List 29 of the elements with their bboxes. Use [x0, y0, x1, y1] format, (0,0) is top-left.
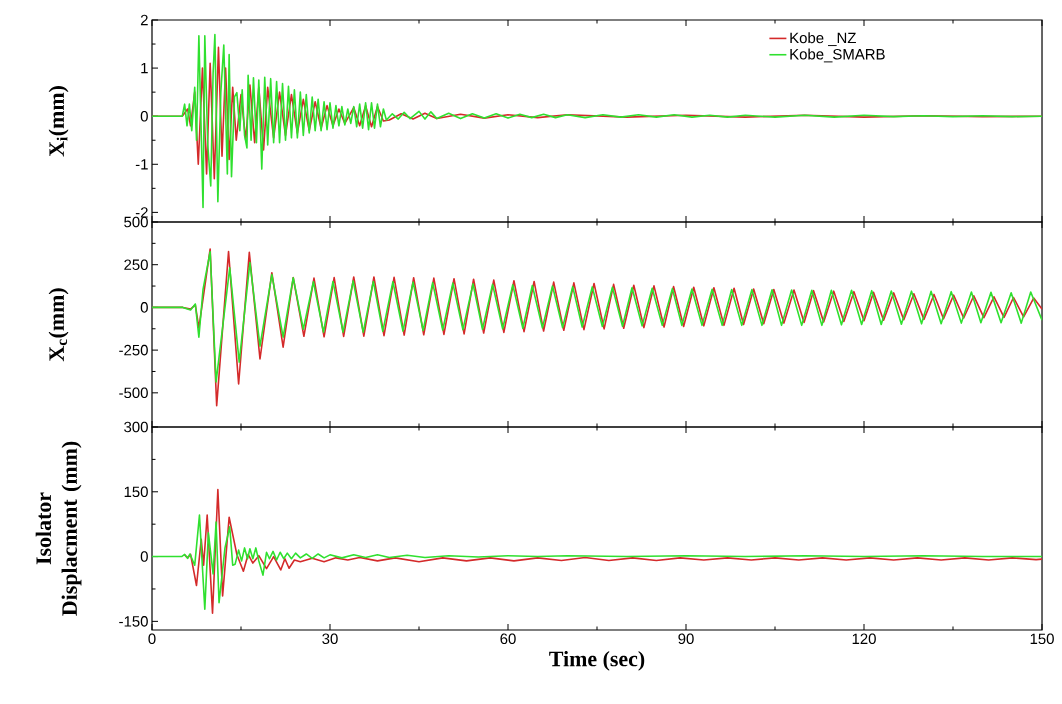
legend-label: Kobe _NZ	[790, 32, 856, 47]
line-series	[152, 514, 1043, 611]
y-tick-label: 500	[124, 216, 148, 228]
y-tick-label: 0	[140, 110, 148, 122]
y-tick-label: 0	[140, 551, 148, 562]
y-tick-label: 150	[124, 486, 148, 498]
line-series	[152, 33, 1043, 209]
y-tick-label: -250	[119, 344, 148, 356]
x-tick-label: 30	[322, 633, 338, 645]
x-tick-label: 150	[1030, 633, 1054, 645]
x-tick-label: 90	[678, 633, 694, 645]
line-series	[152, 250, 1043, 383]
y-axis-title: Isolator Displacment (mm)	[35, 441, 82, 616]
y-tick-label: 250	[124, 259, 148, 270]
x-tick-label: 120	[852, 633, 876, 645]
y-tick-label: -500	[119, 387, 148, 399]
y-tick-label: 300	[124, 421, 148, 433]
legend-label: Kobe_SMARB	[790, 48, 885, 63]
y-tick-label: 1	[141, 62, 148, 74]
x-tick-label: 0	[148, 633, 156, 645]
y-axis-title: X$_{i}$(mm)	[48, 86, 69, 157]
y-tick-label: 2	[140, 14, 148, 26]
y-tick-label: -2	[135, 207, 148, 218]
y-tick-label: 0	[140, 302, 148, 313]
y-tick-label: -1	[135, 159, 148, 170]
x-tick-label: 60	[500, 633, 516, 645]
y-tick-label: -150	[119, 616, 148, 627]
x-axis-title: Time (sec)	[549, 650, 645, 671]
y-axis-title: X$_{c}$(mm)	[48, 288, 69, 362]
